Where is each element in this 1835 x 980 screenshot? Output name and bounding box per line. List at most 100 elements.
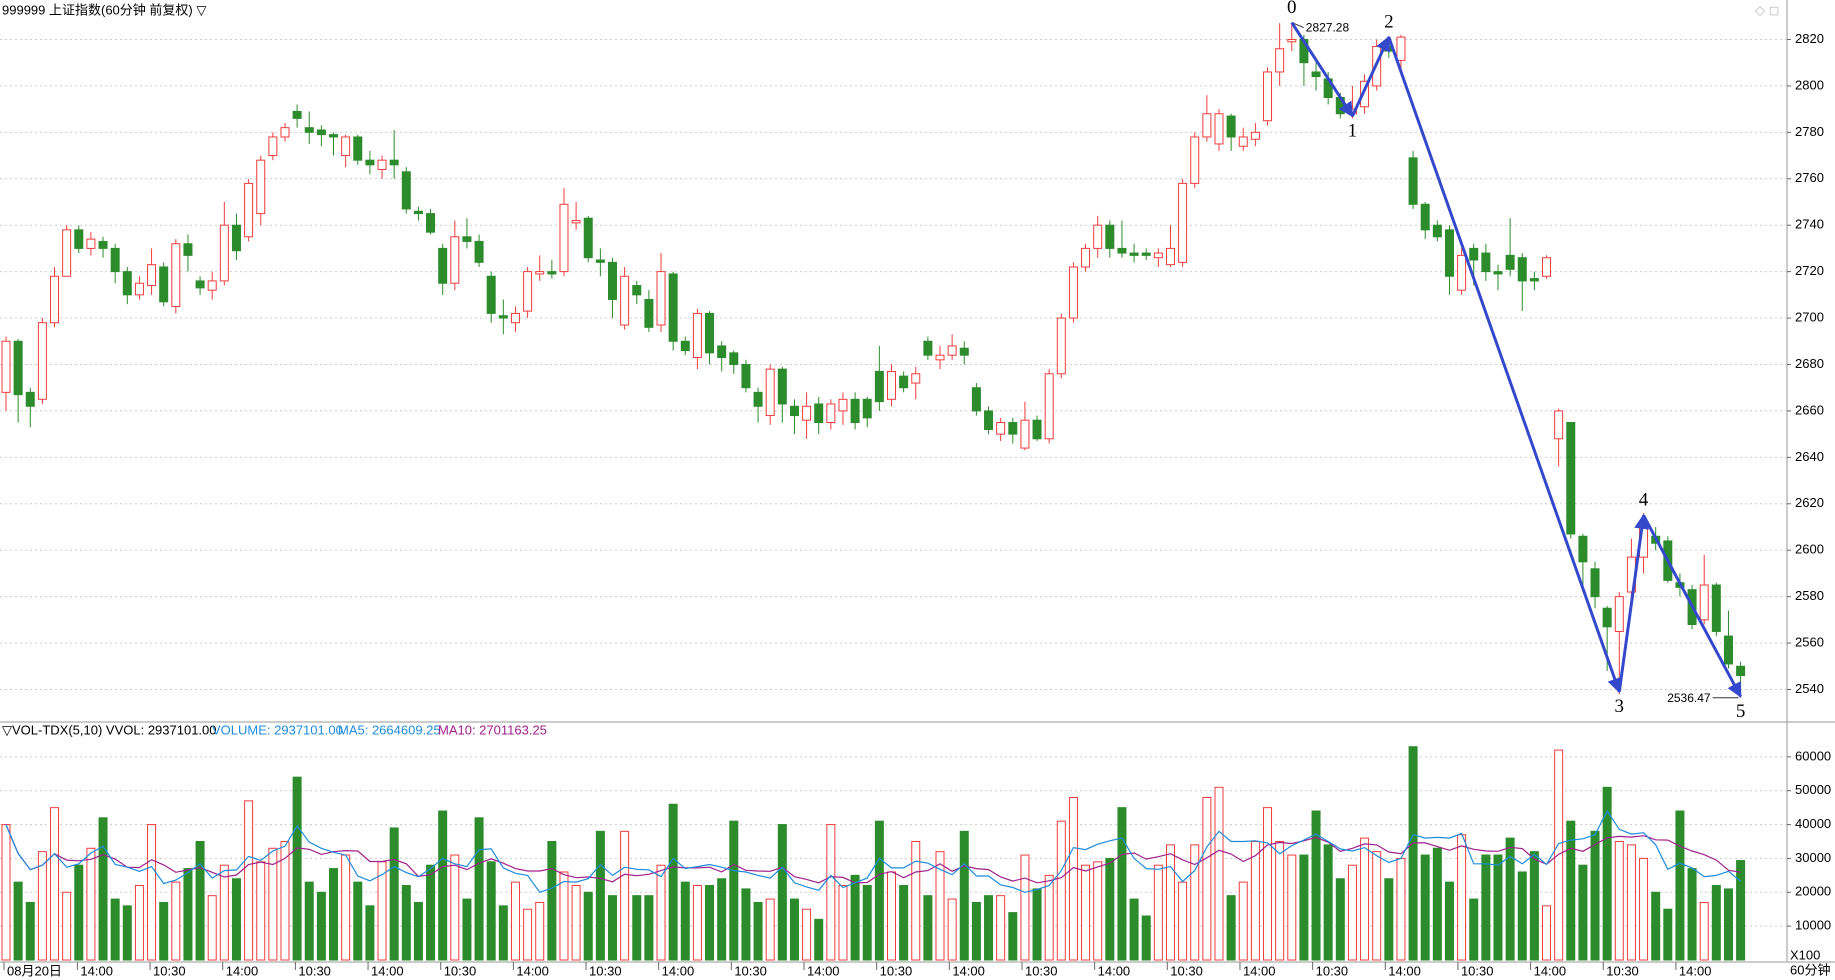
- candle-body: [523, 271, 533, 312]
- volume-bar: [789, 898, 799, 961]
- volume-bar: [292, 776, 302, 961]
- candle-body: [862, 398, 872, 419]
- candle-body: [110, 247, 120, 273]
- candle-body: [256, 159, 266, 215]
- candle-body: [1408, 157, 1418, 205]
- volume-bar: [1614, 841, 1624, 961]
- volume-bar: [1335, 878, 1345, 961]
- volume-bar: [1238, 881, 1248, 961]
- volume-bar: [134, 885, 144, 961]
- wave-arrow: [1642, 514, 1742, 698]
- volume-bar: [510, 881, 520, 961]
- candle-body: [1505, 254, 1515, 270]
- volume-bar: [1323, 844, 1333, 961]
- candle-body: [1263, 71, 1273, 122]
- candle-body: [692, 312, 702, 359]
- candle-body: [219, 224, 229, 282]
- wave-label: 3: [1615, 696, 1625, 717]
- candle-body: [401, 171, 411, 210]
- candle-body: [899, 375, 909, 389]
- candle-body: [1153, 252, 1163, 259]
- volume-bar: [1347, 864, 1357, 961]
- candle-body: [886, 370, 896, 400]
- volume-bar: [171, 881, 181, 961]
- volume-bar: [1444, 881, 1454, 961]
- candle-body: [1578, 535, 1588, 563]
- volume-bar: [110, 898, 120, 961]
- y-tick-label: 2800: [1795, 77, 1824, 92]
- candle-body: [1554, 410, 1564, 440]
- candle-body: [1044, 373, 1054, 440]
- x-tick-label: 10:30: [1170, 963, 1203, 978]
- y-tick-label: 2780: [1795, 124, 1824, 139]
- candle-body: [62, 229, 72, 277]
- candle-body: [717, 345, 727, 359]
- y-tick-label: 2760: [1795, 170, 1824, 185]
- volume-bar: [1081, 864, 1091, 961]
- volume-bar: [1493, 854, 1503, 961]
- volume-bar: [547, 841, 557, 961]
- candle-body: [1602, 607, 1612, 628]
- volume-bar: [1675, 810, 1685, 961]
- candle-body: [559, 203, 569, 273]
- volume-bar: [947, 898, 957, 961]
- volume-bar: [1481, 854, 1491, 961]
- candle-body: [268, 136, 278, 157]
- candle-body: [1202, 113, 1212, 138]
- candle-body: [777, 368, 787, 405]
- x-tick-label: 10:30: [153, 963, 186, 978]
- volume-bar: [1517, 871, 1527, 961]
- candle-body: [1736, 665, 1746, 677]
- volume-bar: [389, 827, 399, 961]
- candle-body: [147, 264, 157, 287]
- candle-body: [438, 247, 448, 284]
- candle-body: [195, 280, 205, 289]
- x-tick-label: 14:00: [1243, 963, 1276, 978]
- y-tick-label: 2540: [1795, 681, 1824, 696]
- candle-body: [1214, 113, 1224, 145]
- y-tick-label: 2620: [1795, 495, 1824, 510]
- candle-body: [450, 236, 460, 284]
- volume-bar: [1360, 837, 1370, 961]
- volume-bar: [1711, 885, 1721, 961]
- volume-bar: [935, 851, 945, 961]
- volume-bar: [1287, 854, 1297, 961]
- x-tick-label: 14:00: [1534, 963, 1567, 978]
- volume-bar: [1129, 898, 1139, 961]
- candle-body: [826, 403, 836, 424]
- candle-body: [632, 285, 642, 296]
- candle-body: [644, 298, 654, 328]
- unit-label: X100: [1790, 947, 1820, 962]
- volume-bar: [1250, 841, 1260, 961]
- volume-bar: [777, 824, 787, 961]
- volume-bar: [753, 901, 763, 961]
- volume-bar: [971, 901, 981, 961]
- volume-bar: [159, 901, 169, 961]
- volume-bar: [1432, 847, 1442, 961]
- candle-body: [1250, 131, 1260, 140]
- candle-body: [620, 275, 630, 326]
- volume-header: ▽VOL-TDX(5,10) VVOL: 2937101.00: [2, 722, 217, 737]
- volume-bar: [1408, 746, 1418, 961]
- x-tick-label: 14:00: [1679, 963, 1712, 978]
- candle-body: [1590, 568, 1600, 598]
- candle-body: [1566, 422, 1576, 535]
- volume-bar: [899, 885, 909, 961]
- volume-bar: [13, 881, 23, 961]
- candle-body: [37, 322, 47, 400]
- volume-bar: [729, 820, 739, 961]
- candle-body: [959, 347, 969, 356]
- volume-bar: [1651, 891, 1661, 961]
- volume-bar: [207, 895, 217, 961]
- ma10-text: MA10: 2701163.25: [438, 722, 547, 737]
- volume-bar: [1699, 901, 1709, 961]
- y-tick-label: 2640: [1795, 449, 1824, 464]
- volume-bar: [498, 905, 508, 961]
- candle-body: [1517, 257, 1527, 282]
- window-icons[interactable]: ◇ ◻: [1755, 2, 1779, 17]
- volume-bar: [219, 864, 229, 961]
- volume-bar: [911, 841, 921, 961]
- candle-body: [13, 340, 23, 396]
- volume-bar: [1141, 915, 1151, 961]
